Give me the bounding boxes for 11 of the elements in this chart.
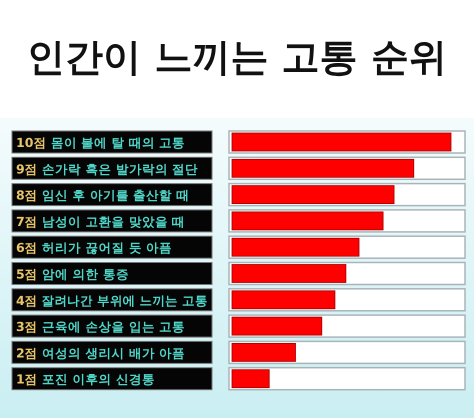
category-label: 9점 손가락 혹은 발가락의 절단 — [16, 161, 198, 176]
category-label: 3점 근육에 손상을 입는 고통 — [16, 319, 186, 334]
category-label: 5점 암에 의한 통증 — [16, 266, 129, 282]
category-label: 10점 몸이 불에 탈 때의 고통 — [16, 135, 186, 150]
category-label: 4점 잘려나간 부위에 느끼는 고통 — [16, 292, 208, 308]
category-label: 1점 포진 이후의 신경통 — [16, 372, 155, 387]
chart-title: 인간이 느끼는 고통 순위 — [27, 35, 447, 79]
category-label: 6점 허리가 끊어질 듯 아픔 — [16, 240, 172, 256]
category-label: 2점 여성의 생리시 배가 아픔 — [16, 345, 186, 360]
category-label: 7점 남성이 고환을 맞았을 때 — [16, 214, 186, 229]
category-label: 8점 임신 후 아기를 출산할 때 — [16, 188, 190, 203]
